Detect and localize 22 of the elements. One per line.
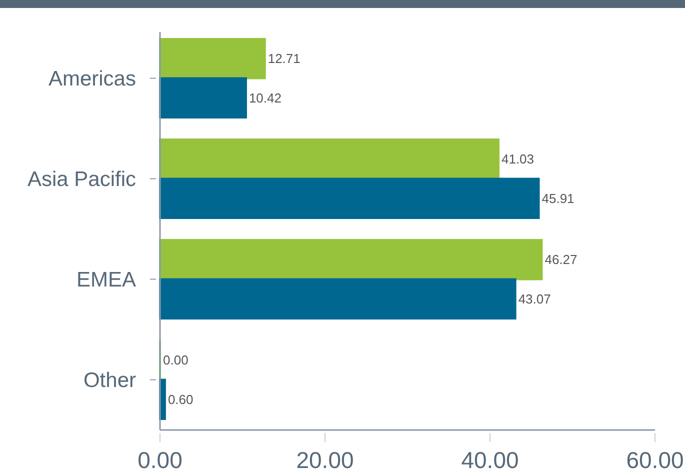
x-tick-label: 20.00 [296,447,354,473]
data-label: 41.03 [501,152,534,167]
bar [159,138,500,180]
data-label: 46.27 [544,252,578,268]
bar [159,38,266,80]
data-label: 43.07 [518,291,551,306]
data-label: 0.00 [163,352,188,368]
data-label: 10.42 [248,90,282,106]
data-label: 12.71 [268,51,300,66]
bar [159,239,543,280]
bar [159,178,540,219]
x-tick-label: 0.00 [138,447,182,473]
data-label: 0.60 [168,392,194,407]
y-tick-label: EMEA [76,268,136,292]
bar [159,77,247,118]
y-tick-label: Other [83,369,136,392]
bar [159,278,516,320]
data-label: 45.91 [542,190,574,206]
y-tick-label: Asia Pacific [27,168,136,192]
y-tick-label: Americas [48,68,136,91]
x-tick-label: 60.00 [626,447,684,473]
x-tick-label: 40.00 [461,447,519,473]
